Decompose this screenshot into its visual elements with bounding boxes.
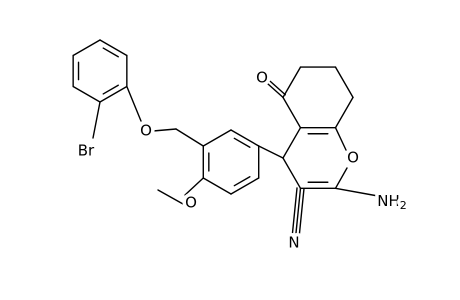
bond (99, 85, 128, 103)
bond (334, 126, 347, 151)
bond (282, 96, 302, 129)
atom-labels: Br O O O O NH2 N (74, 65, 410, 255)
bond (334, 66, 354, 99)
bond (295, 187, 302, 234)
bond (269, 80, 287, 96)
bonds (72, 39, 379, 235)
bond (152, 128, 177, 132)
bond (258, 145, 284, 159)
bond (334, 187, 379, 197)
bond (298, 187, 305, 235)
bond (233, 137, 251, 148)
bond (334, 167, 348, 190)
bond (267, 83, 284, 99)
atom-label: O (256, 69, 268, 87)
bond (184, 177, 204, 196)
bond (99, 39, 128, 57)
bond (282, 66, 302, 99)
bond (157, 189, 184, 205)
atom-label: O (140, 122, 152, 140)
bond (202, 129, 232, 147)
bond (102, 84, 119, 95)
bond (282, 126, 302, 159)
bond (175, 128, 204, 147)
bond (230, 129, 260, 147)
atom-label: N (288, 234, 299, 252)
bond (202, 177, 232, 195)
atom-label: O (347, 149, 359, 167)
bond (230, 177, 260, 195)
bond (102, 47, 119, 58)
atom-label: O (185, 194, 197, 212)
atom-label-subscript: 2 (400, 199, 407, 212)
atom-label: NH2 (377, 192, 407, 213)
atom-label: Br (78, 142, 95, 160)
bond (233, 176, 251, 187)
atom-label: NH (377, 192, 400, 210)
bond (72, 85, 101, 103)
bond (72, 39, 101, 57)
bond (291, 187, 298, 234)
bond (92, 101, 101, 139)
bond (334, 96, 354, 129)
bond (282, 157, 302, 190)
bond (126, 85, 142, 122)
